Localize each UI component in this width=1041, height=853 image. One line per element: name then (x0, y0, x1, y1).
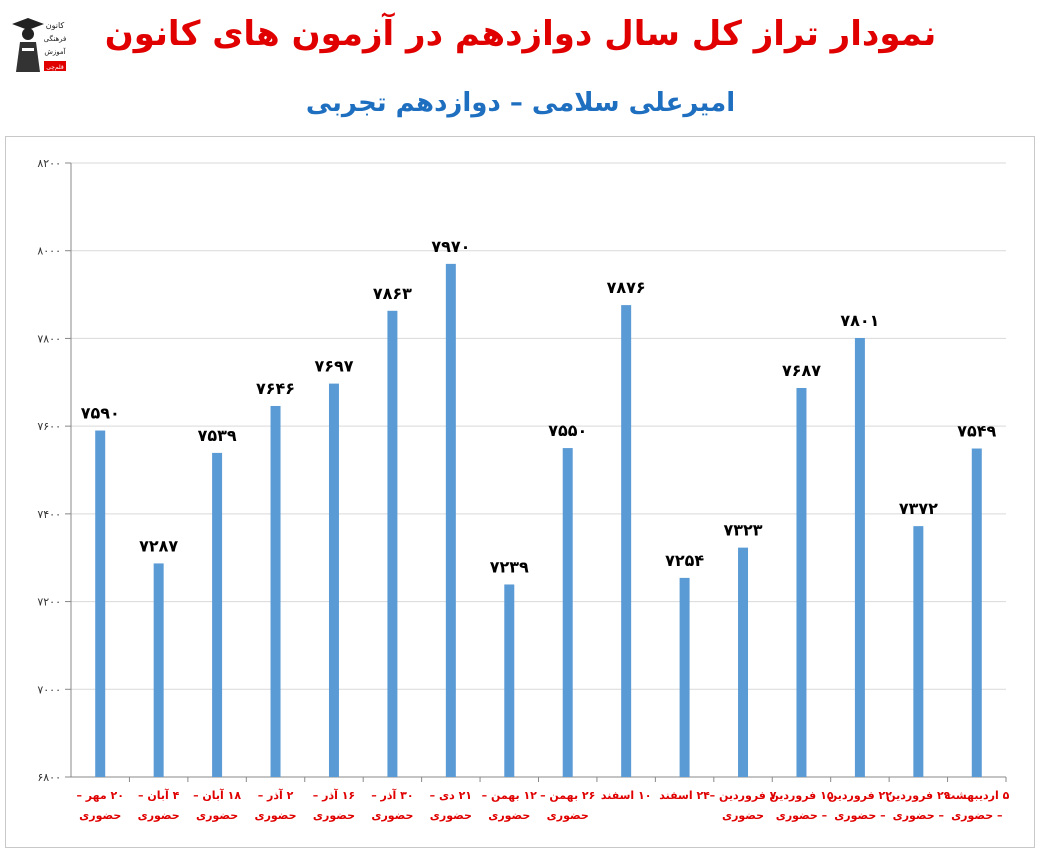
category-label: – حضوری (893, 809, 944, 822)
bar (387, 310, 398, 777)
bar (445, 263, 456, 777)
value-label: ۷۵۹۰ (81, 404, 120, 423)
logo-badge (44, 61, 66, 71)
category-label: حضوری (254, 809, 296, 822)
bar (679, 577, 690, 777)
y-tick-label: ۷۴۰۰ (37, 508, 61, 521)
bar (913, 526, 924, 777)
category-label: – حضوری (776, 809, 827, 822)
category-label: حضوری (488, 809, 530, 822)
bar (504, 584, 515, 777)
logo-line-2: فرهنگی (44, 34, 67, 43)
bar (562, 448, 573, 777)
category-label: ۲۰ مهر – (76, 789, 124, 802)
category-label: حضوری (138, 809, 180, 822)
category-label: حضوری (196, 809, 238, 822)
category-label: ۲۹ فروردین (886, 789, 950, 802)
category-label: ۱۲ بهمن – (482, 789, 538, 802)
category-label: ۲۴ اسفند (659, 789, 710, 802)
category-label: حضوری (547, 809, 589, 822)
y-tick-label: ۷۲۰۰ (37, 596, 61, 609)
category-label: ۱۵ فروردین (769, 789, 833, 802)
category-label: ۴ آبان – (138, 788, 180, 802)
bar (95, 430, 106, 777)
y-tick-label: ۷۶۰۰ (37, 420, 61, 433)
category-label: ۲۶ بهمن – (540, 789, 595, 802)
bar (854, 337, 865, 777)
value-label: ۷۳۷۲ (899, 499, 938, 518)
bar (328, 383, 339, 777)
category-label: – حضوری (951, 809, 1002, 822)
value-label: ۷۶۸۷ (782, 361, 821, 380)
value-label: ۷۵۵۰ (548, 421, 587, 440)
category-label: ۱۸ آبان – (193, 788, 241, 802)
value-label: ۷۸۶۳ (373, 284, 412, 303)
bar (796, 387, 807, 777)
value-label: ۷۲۳۹ (490, 557, 529, 576)
y-tick-label: ۸۰۰۰ (37, 245, 61, 258)
category-label: ۳۰ آذر – (371, 788, 413, 802)
category-label: – حضوری (834, 809, 885, 822)
bar (212, 452, 223, 777)
bar (971, 448, 982, 777)
category-label: ۱۰ اسفند (601, 789, 652, 802)
value-label: ۷۲۵۴ (665, 551, 704, 570)
y-tick-label: ۶۸۰۰ (37, 771, 61, 784)
logo-line-3: آموزش (44, 47, 66, 56)
bar (270, 405, 281, 777)
category-label: ۲ آذر – (258, 788, 294, 802)
category-label: ۵ اردیبهشت (944, 789, 1009, 802)
category-label: ۱۶ آذر – (313, 788, 355, 802)
value-label: ۷۵۴۹ (957, 422, 996, 441)
bar (738, 547, 749, 777)
value-label: ۷۹۷۰ (431, 237, 470, 256)
value-label: ۷۶۹۷ (314, 357, 353, 376)
category-label: حضوری (79, 809, 121, 822)
category-label: ۲۲ فروردین (828, 789, 892, 802)
bar (153, 563, 164, 777)
page-title: نمودار تراز کل سال دوازدهم در آزمون های … (104, 14, 937, 54)
value-label: ۷۸۰۱ (840, 311, 879, 330)
logo-line-1: کانون (46, 21, 65, 30)
category-label: حضوری (430, 809, 472, 822)
y-tick-label: ۷۰۰۰ (37, 683, 61, 696)
value-label: ۷۸۷۶ (607, 278, 646, 297)
chart-area: ۶۸۰۰ ۷۰۰۰ ۷۲۰۰ ۷۴۰۰ ۷۶۰۰ ۷۸۰۰ ۸۰۰۰ ۸۲۰۰ ۷۵۹۰ ۲۰ م… (5, 136, 1035, 848)
logo-line-4: قلم‌چی (46, 64, 64, 71)
bar-chart: ۶۸۰۰ ۷۰۰۰ ۷۲۰۰ ۷۴۰۰ ۷۶۰۰ ۷۸۰۰ ۸۰۰۰ ۸۲۰۰ ۷۵۹۰ ۲۰ م… (37, 157, 1009, 822)
y-tick-label: ۸۲۰۰ (37, 157, 61, 170)
category-label: حضوری (371, 809, 413, 822)
value-label: ۷۶۴۶ (256, 379, 295, 398)
category-label: حضوری (313, 809, 355, 822)
category-label: ۲۱ دی – (430, 789, 472, 802)
category-label: ۷ فروردین – (710, 789, 777, 802)
category-label: حضوری (722, 809, 764, 822)
y-tick-label: ۷۸۰۰ (37, 332, 61, 345)
graduate-figure-icon (12, 18, 44, 72)
bar (621, 305, 632, 777)
value-label: ۷۲۸۷ (139, 536, 178, 555)
page-subtitle: امیرعلی سلامی – دوازدهم تجربی (305, 88, 736, 118)
value-label: ۷۵۳۹ (198, 426, 237, 445)
logo: کانون فرهنگی آموزش قلم‌چی (12, 18, 67, 72)
value-label: ۷۳۲۳ (724, 521, 763, 540)
